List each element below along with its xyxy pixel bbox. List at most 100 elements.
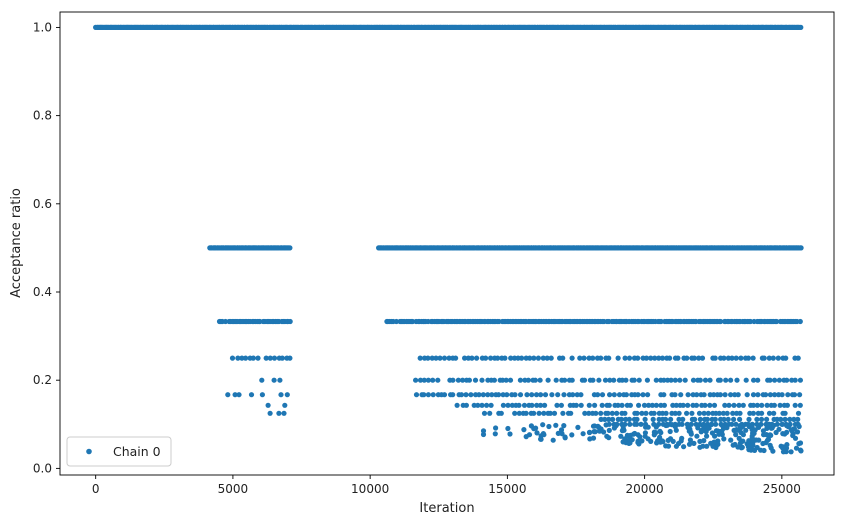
data-point xyxy=(248,392,255,398)
data-point xyxy=(603,422,609,428)
data-point xyxy=(523,434,529,440)
data-point xyxy=(798,245,804,251)
data-point xyxy=(767,377,773,383)
y-axis: 0.0 0.2 0.4 0.6 0.8 1.0 xyxy=(33,20,60,475)
data-point xyxy=(537,377,543,383)
data-point xyxy=(673,402,680,408)
data-point xyxy=(653,377,659,383)
data-point xyxy=(284,392,290,398)
data-point xyxy=(606,402,612,408)
data-point xyxy=(627,402,634,408)
data-point xyxy=(712,355,718,361)
data-point xyxy=(533,425,539,431)
data-point xyxy=(737,410,743,416)
data-point xyxy=(267,355,273,361)
data-point xyxy=(622,436,628,442)
data-point xyxy=(529,402,535,408)
data-point xyxy=(766,410,773,416)
data-point xyxy=(686,423,692,429)
data-point xyxy=(767,392,774,398)
data-point xyxy=(672,392,678,398)
data-point xyxy=(531,410,537,416)
data-point xyxy=(276,410,282,416)
data-point xyxy=(744,392,750,398)
data-point xyxy=(701,410,707,416)
data-point xyxy=(650,416,656,422)
data-point xyxy=(675,355,681,361)
data-point xyxy=(517,392,524,398)
data-point xyxy=(433,355,439,361)
data-point xyxy=(239,355,245,361)
data-point xyxy=(471,402,477,408)
data-point xyxy=(764,416,770,422)
data-point xyxy=(776,426,782,432)
data-point xyxy=(521,427,527,433)
x-axis: 0 5000 10000 15000 20000 25000 xyxy=(92,475,801,496)
data-point xyxy=(667,436,674,442)
data-point xyxy=(726,402,732,408)
data-point xyxy=(699,427,705,433)
data-point xyxy=(684,355,690,361)
data-point xyxy=(685,402,691,408)
data-point xyxy=(618,416,625,422)
data-point xyxy=(768,445,774,451)
data-point xyxy=(507,377,514,383)
legend: Chain 0 xyxy=(66,436,172,467)
data-point xyxy=(772,392,778,398)
data-point xyxy=(623,416,629,422)
data-point xyxy=(784,377,790,383)
data-point xyxy=(609,410,615,416)
data-point xyxy=(731,416,737,422)
data-point xyxy=(595,423,601,429)
data-point xyxy=(721,355,727,361)
data-point xyxy=(652,355,658,361)
data-point xyxy=(660,439,666,445)
y-tick-label: 0.8 xyxy=(33,109,52,123)
y-axis-label: Acceptance ratio xyxy=(9,188,24,298)
data-point xyxy=(780,444,787,450)
data-point xyxy=(728,377,734,383)
y-tick-label: 0.0 xyxy=(33,461,52,475)
legend-label: Chain 0 xyxy=(113,444,161,459)
data-point xyxy=(797,392,803,398)
data-point xyxy=(637,434,643,440)
data-point xyxy=(717,377,723,383)
data-point xyxy=(278,392,284,398)
data-point xyxy=(559,431,565,437)
data-point xyxy=(606,355,612,361)
x-tick-label: 20000 xyxy=(626,482,664,496)
data-point xyxy=(429,355,435,361)
data-point xyxy=(519,355,525,361)
data-point xyxy=(672,424,678,430)
data-point xyxy=(498,410,504,416)
data-point xyxy=(697,444,703,450)
data-point xyxy=(578,402,584,408)
data-point xyxy=(430,392,436,398)
data-point xyxy=(639,410,645,416)
data-point xyxy=(435,377,441,383)
data-point xyxy=(661,402,668,408)
data-point xyxy=(761,447,767,454)
data-point xyxy=(795,355,801,361)
data-point xyxy=(680,402,686,408)
data-point xyxy=(771,402,778,408)
data-point xyxy=(573,402,579,408)
data-point xyxy=(681,444,687,450)
data-point xyxy=(472,377,479,383)
data-point xyxy=(648,355,654,361)
data-point xyxy=(259,392,265,398)
data-point xyxy=(738,425,744,431)
data-point xyxy=(746,438,752,444)
data-point xyxy=(525,377,532,383)
data-point xyxy=(509,402,515,408)
data-point xyxy=(232,392,238,398)
data-point xyxy=(590,423,597,429)
data-point xyxy=(508,355,514,361)
data-point xyxy=(751,377,757,383)
data-point xyxy=(480,428,487,434)
data-point xyxy=(750,392,757,398)
data-point xyxy=(668,377,674,383)
data-point xyxy=(779,392,785,398)
data-point xyxy=(602,416,608,422)
data-point xyxy=(616,392,623,398)
